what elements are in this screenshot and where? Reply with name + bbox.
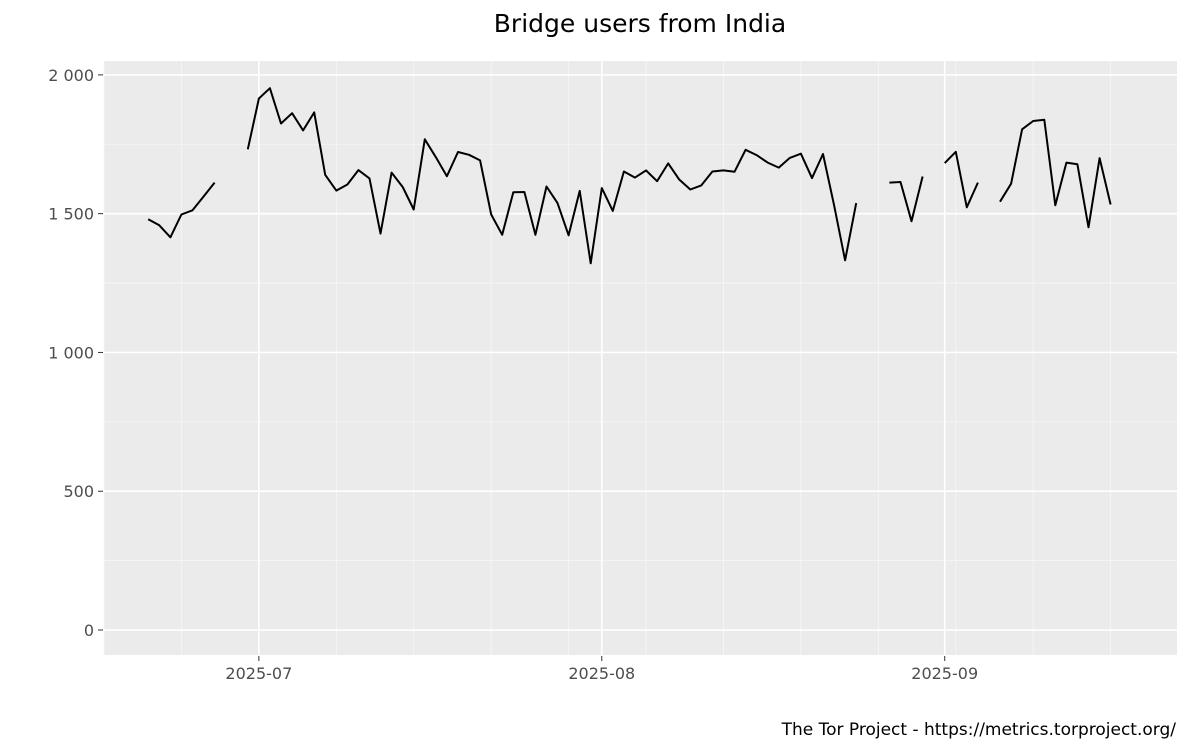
series-line-segment	[999, 118, 1112, 229]
y-axis: 0 500 1 000 1 500 2 000	[48, 66, 103, 640]
plot-panel	[104, 61, 1177, 655]
chart-title: Bridge users from India	[494, 9, 786, 38]
major-gridlines	[104, 61, 1177, 655]
series-line-segment	[889, 176, 924, 223]
series-line-segment	[147, 181, 216, 239]
minor-gridlines	[103, 61, 1177, 655]
y-tick-label: 0	[84, 621, 94, 640]
series-line-segment	[246, 87, 858, 265]
y-tick-label: 2 000	[48, 66, 94, 85]
x-tick-label: 2025-08	[568, 664, 635, 683]
series-line-segment	[943, 150, 979, 209]
x-tick-label: 2025-09	[911, 664, 978, 683]
chart-caption: The Tor Project - https://metrics.torpro…	[781, 720, 1177, 740]
series-layer	[147, 87, 1112, 265]
y-tick-label: 500	[63, 482, 94, 501]
x-tick-label: 2025-07	[225, 664, 292, 683]
y-tick-label: 1 000	[48, 343, 94, 362]
x-axis: 2025-07 2025-08 2025-09	[225, 656, 978, 683]
y-tick-label: 1 500	[48, 205, 94, 224]
